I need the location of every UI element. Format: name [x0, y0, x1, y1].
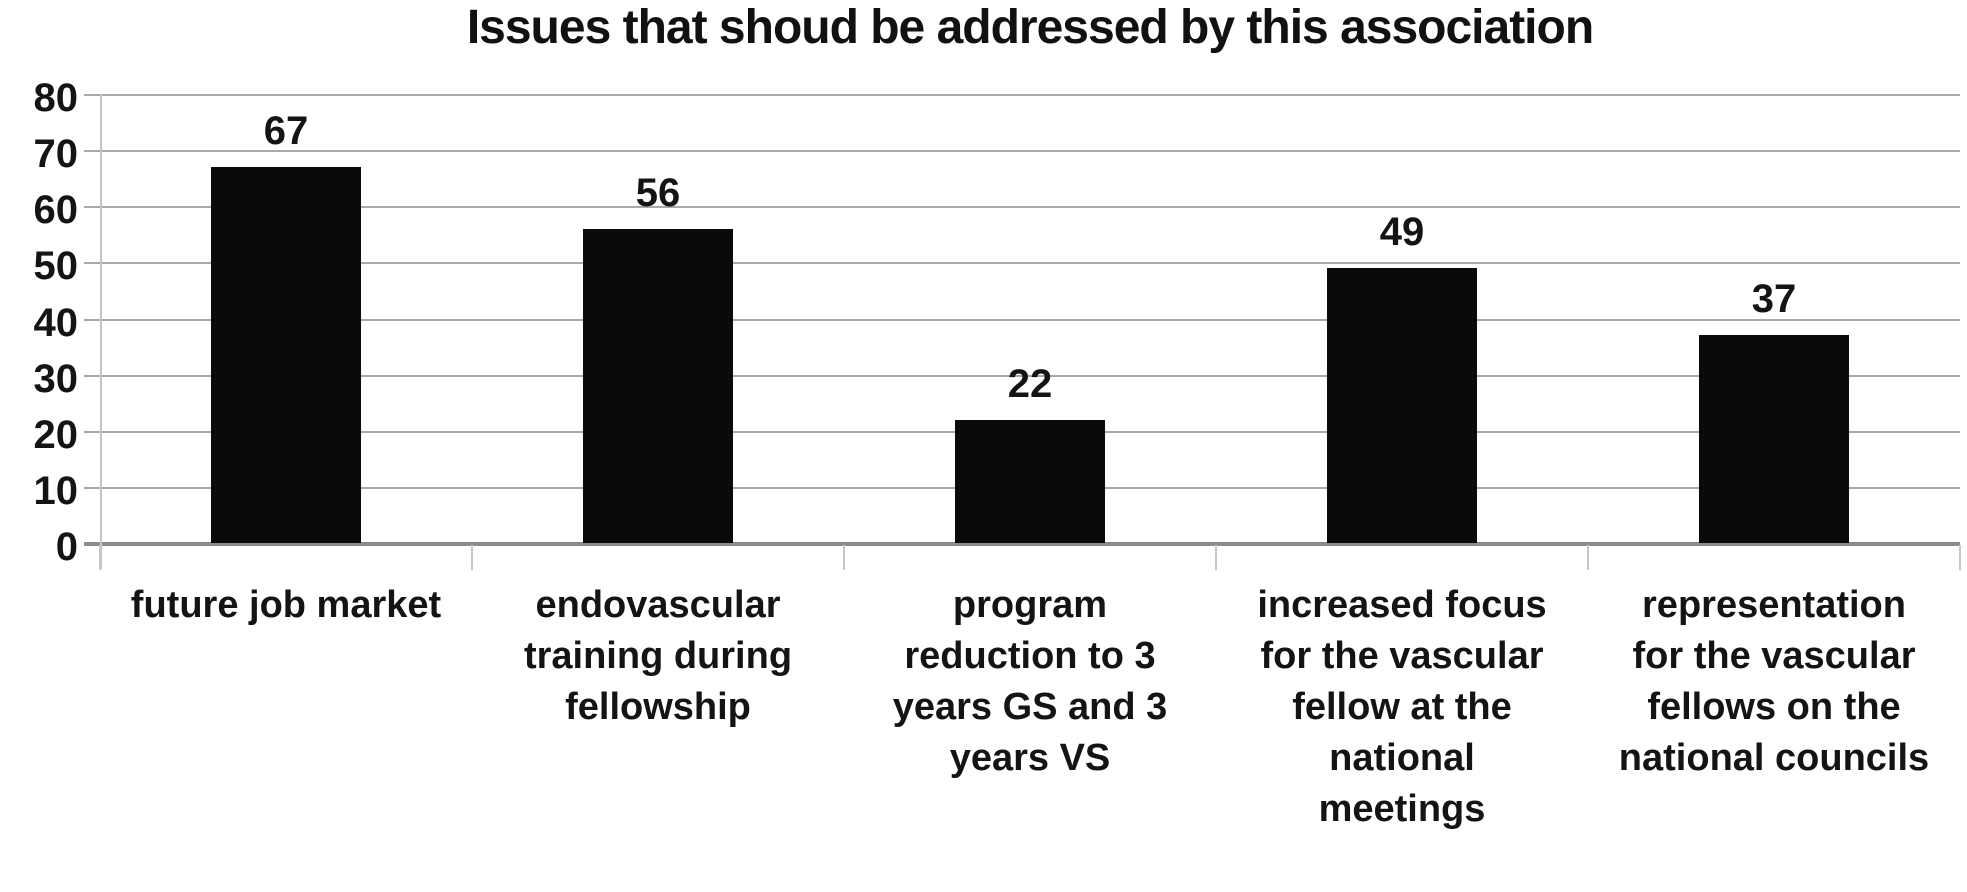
bar-value-label: 49 [1379, 209, 1425, 254]
bar [955, 419, 1105, 543]
bar [211, 166, 361, 543]
gridline [84, 150, 1960, 153]
category-label: program reduction to 3 years GS and 3 ye… [892, 584, 1168, 779]
y-axis-line [100, 94, 102, 569]
gridline [84, 318, 1960, 321]
x-axis-line [84, 542, 1960, 546]
category-label: future job market [130, 584, 442, 626]
bar [1327, 267, 1477, 543]
category-label: endovascular training during fellowship [523, 584, 793, 728]
y-axis-tick-label: 10 [33, 468, 79, 513]
category-label: increased focus for the vascular fellow … [1257, 584, 1547, 830]
gridline [84, 94, 1960, 96]
gridline [84, 262, 1960, 265]
y-axis-tick-label: 50 [33, 244, 79, 289]
y-axis-tick-label: 70 [33, 132, 79, 177]
y-axis-tick-label: 0 [55, 525, 78, 569]
x-axis-tick [1587, 545, 1589, 570]
bar-value-label: 37 [1751, 277, 1797, 322]
gridline [84, 374, 1960, 377]
gridline [84, 206, 1960, 209]
bar-value-label: 56 [635, 170, 681, 215]
y-axis-tick-label: 20 [33, 412, 79, 457]
y-axis-tick-label: 30 [33, 356, 79, 401]
x-axis-tick [843, 545, 845, 570]
x-axis-tick [471, 545, 473, 570]
y-axis-tick-label: 80 [33, 76, 79, 120]
bar [1699, 335, 1849, 543]
y-axis-tick-label: 60 [33, 188, 79, 233]
chart-title: Issues that shoud be addressed by this a… [466, 1, 1594, 54]
category-label: representation for the vascular fellows … [1618, 584, 1930, 779]
bar-value-label: 22 [1007, 361, 1053, 406]
bar [583, 228, 733, 543]
y-axis-tick-label: 40 [33, 300, 79, 345]
x-axis-tick [1215, 545, 1217, 570]
x-axis-tick [99, 545, 101, 570]
x-axis-tick [1959, 545, 1961, 570]
bar-value-label: 67 [263, 108, 309, 153]
